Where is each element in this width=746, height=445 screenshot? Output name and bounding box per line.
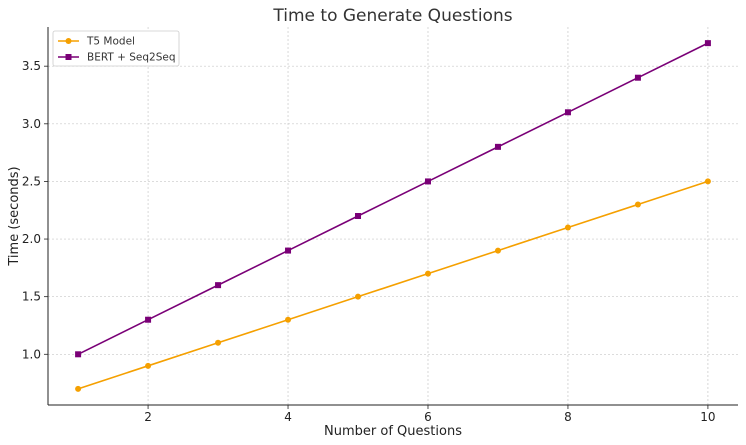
series-line-t5 xyxy=(77,180,709,390)
data-point-t5 xyxy=(634,201,641,208)
data-point-bert xyxy=(424,178,431,185)
y-axis-ticks: 1.0 1.5 2.0 2.5 3.0 3.5 xyxy=(22,59,48,361)
y-tick-label: 2.5 xyxy=(22,174,41,188)
x-tick-label: 10 xyxy=(700,410,715,424)
x-tick-label: 2 xyxy=(144,410,152,424)
data-point-t5 xyxy=(564,224,571,231)
y-tick-label: 1.5 xyxy=(22,290,41,304)
data-series xyxy=(75,40,711,392)
data-point-t5 xyxy=(215,339,222,346)
data-point-bert xyxy=(75,351,82,358)
data-point-bert xyxy=(494,143,501,150)
data-point-bert xyxy=(215,282,222,289)
data-point-t5 xyxy=(355,293,362,300)
data-point-t5 xyxy=(424,270,431,277)
series-line-bert xyxy=(77,42,709,356)
y-tick-label: 3.5 xyxy=(22,59,41,73)
data-point-t5 xyxy=(285,316,292,323)
chart-title: Time to Generate Questions xyxy=(272,6,512,26)
legend-box xyxy=(52,30,180,67)
axes xyxy=(47,27,738,406)
legend-label-bert: BERT + Seq2Seq xyxy=(87,52,176,64)
x-tick-label: 8 xyxy=(564,410,572,424)
legend-label-t5: T5 Model xyxy=(86,36,135,48)
data-point-bert xyxy=(634,74,641,81)
y-tick-label: 3.0 xyxy=(22,117,41,131)
x-tick-label: 4 xyxy=(284,410,292,424)
data-point-bert xyxy=(564,109,571,116)
x-tick-label: 6 xyxy=(424,410,432,424)
y-axis-label: Time (seconds) xyxy=(7,166,22,266)
data-point-t5 xyxy=(704,178,711,185)
legend: T5 Model BERT + Seq2Seq xyxy=(52,30,180,67)
legend-marker-bert xyxy=(65,54,72,60)
y-tick-label: 2.0 xyxy=(22,232,41,246)
data-point-bert xyxy=(355,213,362,219)
data-point-t5 xyxy=(75,385,82,392)
data-point-bert xyxy=(145,316,152,323)
y-tick-label: 1.0 xyxy=(22,347,41,361)
grid-lines xyxy=(48,27,738,405)
data-point-t5 xyxy=(494,247,501,254)
x-axis-ticks: 2 4 6 8 10 xyxy=(144,405,716,424)
data-point-bert xyxy=(704,40,711,47)
legend-marker-t5 xyxy=(65,38,72,44)
data-point-bert xyxy=(285,247,292,254)
data-point-t5 xyxy=(145,362,152,369)
x-axis-label: Number of Questions xyxy=(324,424,462,439)
